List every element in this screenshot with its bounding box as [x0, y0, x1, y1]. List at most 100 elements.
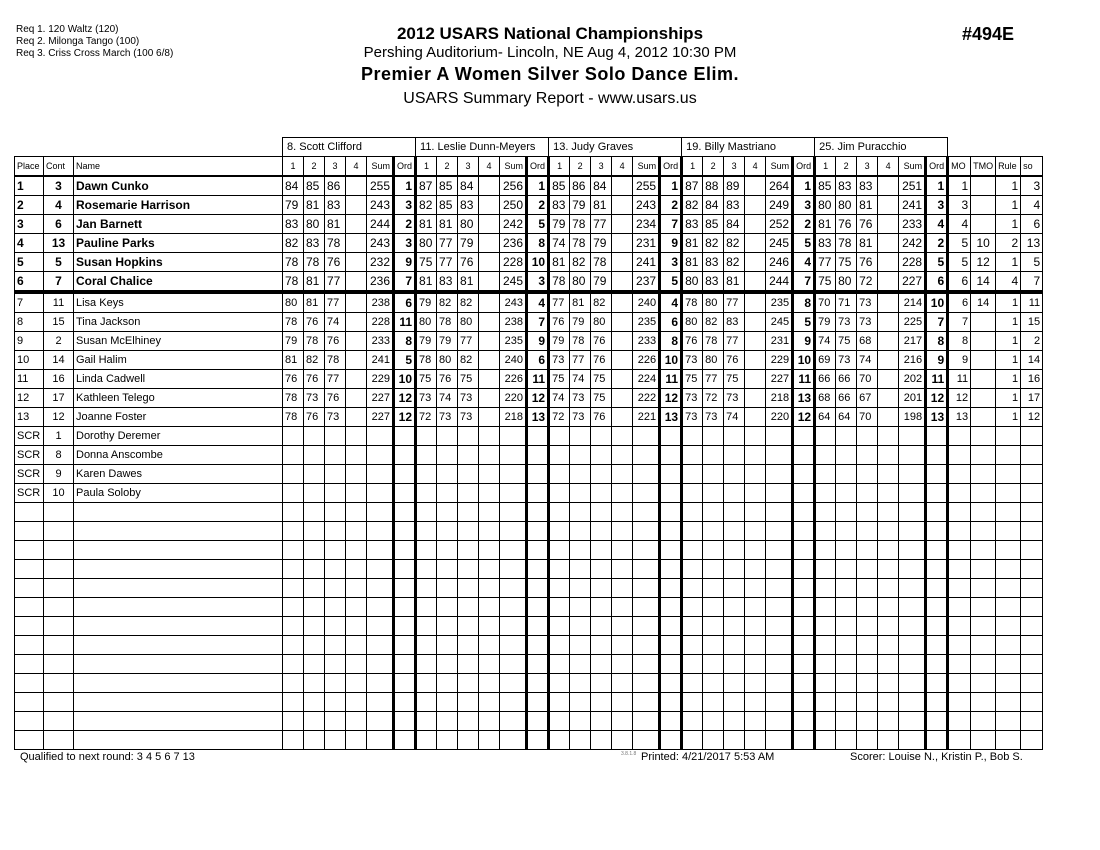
tmo-cell	[970, 175, 997, 196]
ord-cell: 1	[525, 175, 551, 196]
sum-cell: 231	[632, 233, 661, 253]
mark-cell	[681, 464, 704, 484]
sum-cell: 243	[499, 291, 528, 313]
sum-cell: 229	[366, 369, 394, 389]
sum-cell: 241	[632, 252, 661, 272]
mark-cell: 83	[723, 312, 746, 332]
ord-cell: 2	[658, 195, 684, 215]
so-cell	[1020, 464, 1044, 484]
tiebreak-cell	[947, 673, 972, 693]
ord-cell	[525, 502, 551, 522]
ord-cell	[658, 711, 684, 731]
place-cell	[14, 502, 44, 522]
ord-cell	[791, 521, 817, 541]
score-cell	[632, 654, 661, 674]
mark-cell: 73	[303, 388, 325, 408]
ord-cell	[924, 616, 950, 636]
score-cell	[548, 654, 571, 674]
tiebreak-cell	[995, 559, 1022, 579]
mark-cell	[877, 369, 900, 389]
ord-cell: 3	[791, 195, 817, 215]
rule-cell: 1	[995, 252, 1022, 272]
score-cell	[590, 635, 613, 655]
sum-cell: 245	[499, 271, 528, 294]
mo-cell: 6	[947, 291, 972, 313]
tiebreak-cell	[947, 597, 972, 617]
mark-cell: 82	[681, 195, 704, 215]
ord-cell: 6	[391, 291, 418, 313]
score-cell	[835, 597, 858, 617]
score-cell	[415, 616, 438, 636]
ord-cell: 9	[391, 252, 418, 272]
mark-cell: 84	[282, 175, 304, 196]
sum-cell: 255	[632, 175, 661, 196]
sum-cell: 250	[499, 195, 528, 215]
score-cell	[478, 635, 501, 655]
ord-cell	[924, 521, 950, 541]
cont-cell: 6	[43, 214, 74, 234]
cont-cell: 7	[43, 271, 74, 294]
score-cell	[345, 597, 367, 617]
score-cell	[478, 730, 501, 750]
tmo-cell	[970, 312, 997, 332]
score-cell	[303, 578, 325, 598]
score-cell	[632, 730, 661, 750]
ord-cell: 5	[658, 271, 684, 294]
score-cell	[499, 540, 528, 560]
mark-cell: 74	[569, 369, 592, 389]
mark-cell	[744, 252, 767, 272]
mo-cell: 12	[947, 388, 972, 408]
tiebreak-cell	[995, 635, 1022, 655]
ord-cell: 11	[924, 369, 950, 389]
ord-cell	[391, 711, 418, 731]
sum-cell	[499, 464, 528, 484]
score-cell	[681, 597, 704, 617]
mark-cell	[548, 426, 571, 446]
score-cell	[366, 616, 394, 636]
mark-cell: 70	[856, 407, 879, 427]
mark-cell: 74	[548, 233, 571, 253]
mark-cell	[436, 483, 459, 503]
mark-cell: 78	[303, 331, 325, 351]
score-cell	[478, 616, 501, 636]
score-cell	[611, 616, 634, 636]
ord-cell	[658, 578, 684, 598]
requirements-list: Req 1. 120 Waltz (120) Req 2. Milonga Ta…	[16, 24, 173, 60]
empty-row	[14, 502, 1044, 522]
score-cell	[345, 711, 367, 731]
score-cell	[681, 616, 704, 636]
ord-cell	[658, 559, 684, 579]
mark-cell	[835, 464, 858, 484]
mo-cell: 1	[947, 175, 972, 196]
mark-cell: 83	[681, 214, 704, 234]
cont-cell	[43, 654, 74, 674]
mark-cell: 78	[436, 312, 459, 332]
score-cell	[632, 616, 661, 636]
tiebreak-cell	[970, 730, 997, 750]
score-cell	[835, 635, 858, 655]
score-cell	[282, 654, 304, 674]
score-cell	[282, 635, 304, 655]
mo-cell: 5	[947, 252, 972, 272]
sum-cell: 231	[765, 331, 794, 351]
mark-cell: 81	[282, 350, 304, 370]
so-cell: 4	[1020, 195, 1044, 215]
score-cell	[345, 521, 367, 541]
venue-date: Pershing Auditorium- Lincoln, NE Aug 4, …	[363, 44, 737, 61]
ord-cell: 12	[391, 407, 418, 427]
mark-cell: 77	[590, 214, 613, 234]
score-cell	[436, 635, 459, 655]
mark-cell: 64	[835, 407, 858, 427]
cont-cell: 10	[43, 483, 74, 503]
ord-cell: 11	[658, 369, 684, 389]
mo-cell: 11	[947, 369, 972, 389]
ord-cell: 5	[791, 233, 817, 253]
score-cell	[898, 635, 927, 655]
score-cell	[723, 730, 746, 750]
score-cell	[499, 673, 528, 693]
mark-cell: 84	[457, 175, 480, 196]
score-cell	[611, 711, 634, 731]
ord-cell	[525, 692, 551, 712]
ord-cell	[924, 654, 950, 674]
mark-cell: 79	[282, 195, 304, 215]
